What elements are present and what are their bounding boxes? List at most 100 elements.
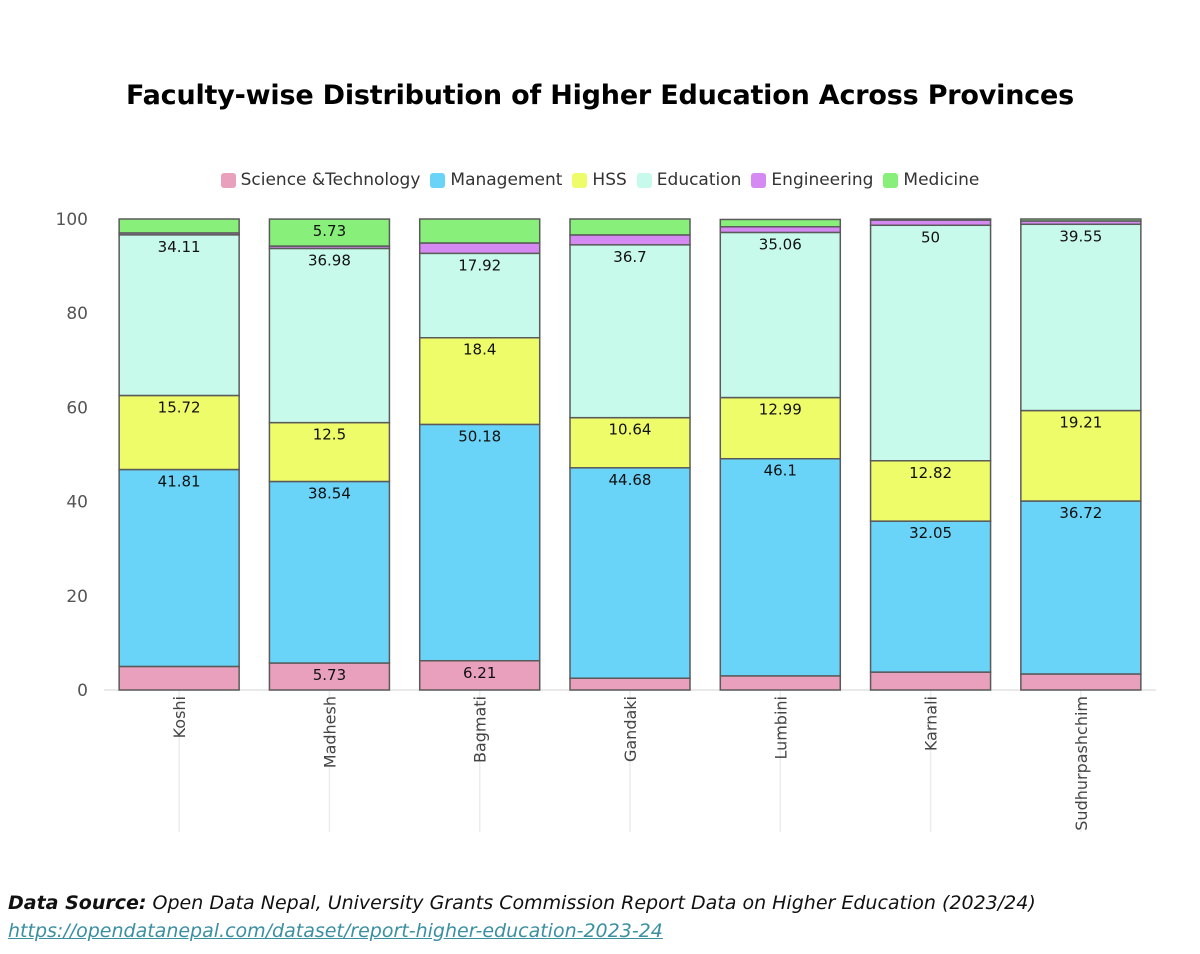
legend-label: Medicine <box>903 170 980 190</box>
y-tick-label: 100 <box>56 210 88 230</box>
data-source-link[interactable]: https://opendatanepal.com/dataset/report… <box>8 920 663 942</box>
bar-segment <box>1020 409 1142 502</box>
legend-swatch <box>220 172 236 188</box>
bar-segment <box>268 480 391 664</box>
y-tick-label: 0 <box>77 681 88 701</box>
data-label: 17.92 <box>458 256 501 274</box>
y-tick-label: 40 <box>66 493 88 513</box>
data-label: 34.11 <box>158 238 201 256</box>
legend-swatch <box>883 172 899 188</box>
data-source-label: Data Source: <box>8 892 147 914</box>
data-label: 5.73 <box>313 666 346 684</box>
data-label: 18.4 <box>463 341 496 359</box>
bar-segment <box>118 394 240 471</box>
bar-segment <box>569 677 691 691</box>
bar-segment <box>268 421 391 483</box>
data-label: 38.54 <box>308 484 351 502</box>
bar-segment <box>569 244 691 419</box>
data-label: 35.06 <box>759 235 802 253</box>
bar-segment <box>418 336 541 426</box>
bar-segment <box>418 252 541 339</box>
bar-segment <box>719 396 842 460</box>
bar-segment <box>1020 218 1142 222</box>
bar-segment <box>869 218 992 221</box>
bar-segment <box>569 467 691 679</box>
data-label: 46.1 <box>764 462 797 480</box>
legend-item[interactable]: Science &Technology <box>220 170 421 190</box>
data-source: Data Source: Open Data Nepal, University… <box>8 892 1036 914</box>
y-tick-label: 60 <box>66 398 88 418</box>
data-label: 19.21 <box>1059 414 1102 432</box>
data-source-text: Open Data Nepal, University Grants Commi… <box>146 892 1036 914</box>
data-label: 15.72 <box>158 398 201 416</box>
bar-segment <box>719 231 842 399</box>
data-label: 10.64 <box>609 421 652 439</box>
bar-segment <box>418 242 541 255</box>
bar-segment <box>719 457 842 677</box>
legend-label: Management <box>450 170 563 190</box>
legend-label: Engineering <box>771 170 874 190</box>
x-tick-label: Gandaki <box>621 696 640 762</box>
legend-item[interactable]: Engineering <box>751 170 873 190</box>
y-tick-label: 80 <box>66 304 88 324</box>
legend-label: HSS <box>592 170 627 190</box>
bar-segment <box>118 218 240 234</box>
bar-segment <box>118 468 240 668</box>
x-tick-label: Koshi <box>170 696 189 738</box>
bar-segment <box>869 460 992 522</box>
bar-segment <box>719 675 842 691</box>
data-label: 44.68 <box>609 471 652 489</box>
chart-legend: Science &Technology Management HSS Educatio… <box>0 170 1200 190</box>
legend-label: Science &Technology <box>240 170 421 190</box>
legend-item[interactable]: HSS <box>572 170 627 190</box>
data-label: 50 <box>921 228 940 246</box>
data-label: 12.5 <box>313 426 346 444</box>
data-label: 50.18 <box>458 427 501 445</box>
data-label: 12.82 <box>909 464 952 482</box>
stacked-bar-chart: 0 20 40 60 80 100 41.81 15.72 34.11 Koshi 5.73 38.5… <box>56 210 1156 832</box>
legend-item[interactable]: Medicine <box>883 170 979 190</box>
x-tick-label: Madhesh <box>320 696 339 768</box>
bar-segment <box>569 234 691 246</box>
legend-swatch <box>430 172 446 188</box>
x-tick-label: Lumbini <box>771 696 790 760</box>
bar-segment <box>118 665 240 691</box>
legend-swatch <box>751 172 767 188</box>
data-label: 5.73 <box>313 222 346 240</box>
bar-segment <box>569 218 691 236</box>
chart-title: Faculty-wise Distribution of Higher Educ… <box>125 80 1075 111</box>
bar-segment <box>1020 673 1142 691</box>
y-tick-label: 20 <box>66 587 88 607</box>
data-label: 36.98 <box>308 251 351 269</box>
data-label: 39.55 <box>1059 227 1102 245</box>
bar-segment <box>268 662 391 691</box>
bar-segment <box>1020 500 1142 675</box>
bar-segment <box>268 247 391 424</box>
legend-item[interactable]: Education <box>636 170 742 190</box>
legend-swatch <box>572 172 588 188</box>
data-label: 36.72 <box>1059 504 1102 522</box>
bar-segment <box>418 423 541 662</box>
data-label: 6.21 <box>463 664 496 682</box>
bar-segment <box>268 218 391 247</box>
x-tick-label: Sudhurpashchim <box>1072 696 1091 831</box>
x-tick-label: Karnali <box>922 696 941 751</box>
bar-segment <box>869 219 992 227</box>
bar-segment <box>418 218 541 244</box>
data-label: 36.7 <box>613 248 646 266</box>
legend-item[interactable]: Management <box>430 170 562 190</box>
bar-segment <box>569 416 691 469</box>
bar-segment <box>719 218 842 228</box>
bar-segment <box>719 226 842 234</box>
legend-label: Education <box>656 170 742 190</box>
bar-segment <box>1020 223 1142 412</box>
bar-segment <box>418 660 541 691</box>
data-label: 12.99 <box>759 401 802 419</box>
x-tick-label: Bagmati <box>471 696 490 763</box>
legend-swatch <box>636 172 652 188</box>
data-label: 41.81 <box>158 473 201 491</box>
data-label: 32.05 <box>909 524 952 542</box>
bar-segment <box>118 234 240 397</box>
bar-segment <box>869 671 992 691</box>
bar-segment <box>869 520 992 673</box>
